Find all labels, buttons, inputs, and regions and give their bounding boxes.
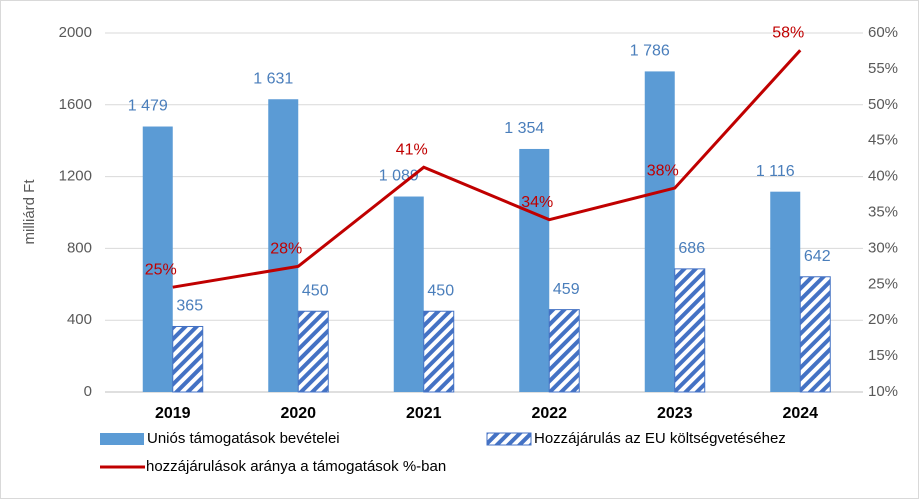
y2-tick-label: 30%: [868, 239, 898, 256]
y-tick-label: 800: [67, 239, 92, 256]
x-tick-label: 2024: [782, 405, 818, 422]
y-tick-label: 1600: [59, 96, 92, 113]
x-tick-label: 2023: [657, 405, 693, 422]
bar: [548, 309, 580, 393]
y2-tick-label: 40%: [868, 168, 898, 185]
y-tick-label: 1200: [59, 168, 92, 185]
y2-tick-label: 50%: [868, 96, 898, 113]
x-tick-label: 2020: [280, 405, 316, 422]
data-label: 25%: [145, 261, 177, 278]
y2-tick-label: 35%: [868, 203, 898, 220]
x-tick-label: 2021: [406, 405, 442, 422]
data-label: 459: [553, 281, 580, 298]
x-tick-label: 2019: [155, 405, 191, 422]
y-tick-label: 0: [84, 383, 92, 400]
data-label: 686: [678, 240, 705, 257]
data-label: 642: [804, 248, 831, 265]
bar: [268, 99, 299, 392]
y-tick-label: 2000: [59, 24, 92, 41]
bar: [519, 148, 550, 392]
data-label: 450: [427, 282, 454, 299]
y2-tick-label: 60%: [868, 24, 898, 41]
bar: [297, 310, 329, 393]
legend-label: Uniós támogatások bevételei: [147, 430, 340, 447]
data-label: 1 479: [128, 98, 168, 115]
bar: [644, 71, 675, 393]
data-label: 1 354: [504, 120, 544, 137]
data-label: 28%: [270, 241, 302, 258]
legend-swatch: [486, 432, 532, 446]
data-label: 1 786: [630, 43, 670, 60]
y2-tick-label: 15%: [868, 347, 898, 364]
legend-swatch: [100, 433, 144, 445]
y2-tick-label: 25%: [868, 275, 898, 292]
bar: [674, 268, 706, 393]
y2-tick-label: 55%: [868, 60, 898, 77]
legend-label: hozzájárulások aránya a támogatások %-ba…: [146, 458, 446, 475]
data-label: 58%: [772, 24, 804, 41]
data-label: 450: [302, 282, 329, 299]
y2-tick-label: 20%: [868, 311, 898, 328]
y-tick-label: 400: [67, 311, 92, 328]
data-label: 34%: [521, 194, 553, 211]
bar: [423, 310, 455, 393]
y2-tick-label: 45%: [868, 132, 898, 149]
data-label: 1 116: [756, 163, 795, 180]
data-label: 365: [176, 298, 203, 315]
legend-label: Hozzájárulás az EU költségvetéséhez: [534, 430, 786, 447]
bar: [770, 191, 801, 392]
data-label: 41%: [396, 141, 428, 158]
line: [172, 49, 802, 289]
bar: [172, 325, 204, 393]
y-axis-title: milliárd Ft: [21, 179, 38, 245]
x-tick-label: 2022: [531, 405, 567, 422]
bar: [799, 276, 831, 393]
bar: [142, 126, 173, 392]
bar: [393, 196, 424, 392]
data-label: 1 631: [253, 70, 293, 87]
y2-tick-label: 10%: [868, 383, 898, 400]
data-label: 38%: [647, 162, 679, 179]
